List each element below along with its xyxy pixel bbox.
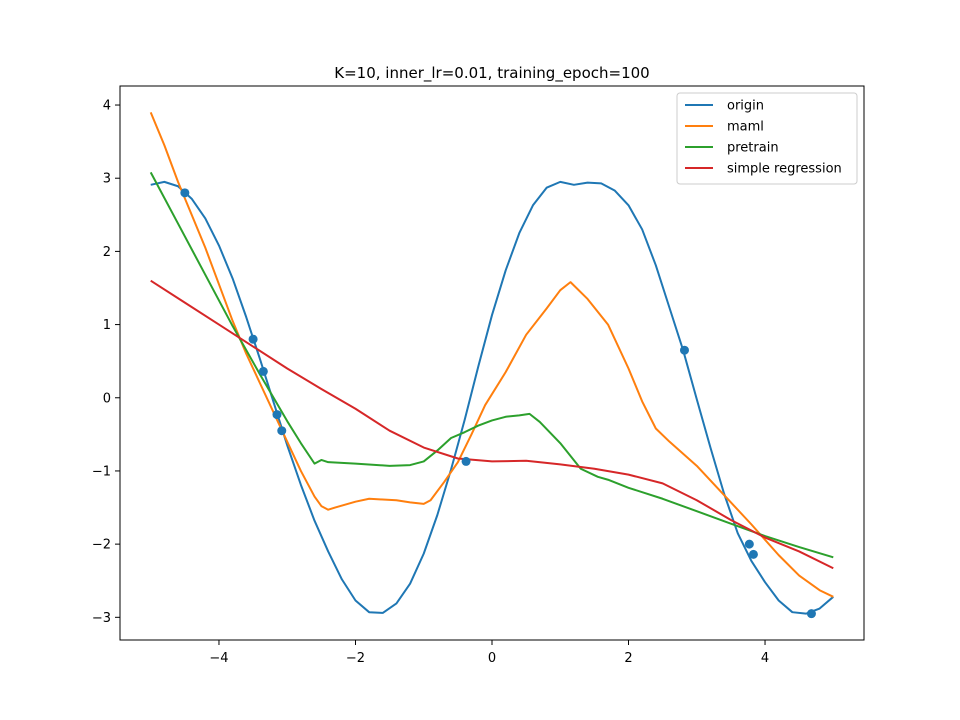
sample-point bbox=[258, 366, 268, 376]
sample-point bbox=[180, 188, 190, 198]
y-tick-label: −1 bbox=[92, 464, 111, 479]
legend-label: origin bbox=[727, 99, 764, 114]
sample-point bbox=[806, 609, 816, 619]
legend-box bbox=[676, 92, 858, 185]
series-line-maml bbox=[149, 111, 834, 598]
sample-point bbox=[277, 426, 287, 436]
y-tick-label: 1 bbox=[103, 318, 111, 333]
y-tick-label: −2 bbox=[92, 538, 111, 553]
y-tick-label: −3 bbox=[92, 611, 111, 626]
scatter-points bbox=[180, 188, 816, 619]
legend-label: simple regression bbox=[727, 162, 842, 177]
x-axis: −4 −2 0 2 4 bbox=[209, 640, 769, 666]
x-tick-label: −2 bbox=[346, 651, 365, 666]
series-line-simple-regression bbox=[150, 279, 834, 570]
sample-point bbox=[679, 345, 689, 355]
legend: origin maml pretrain simple regression bbox=[676, 92, 858, 185]
y-axis: −3 −2 −1 0 1 2 3 4 bbox=[92, 99, 120, 626]
x-tick-label: 4 bbox=[761, 651, 769, 666]
sample-point bbox=[748, 549, 758, 559]
sample-point bbox=[248, 334, 258, 344]
legend-label: maml bbox=[727, 120, 764, 135]
sample-point bbox=[272, 410, 282, 420]
series-line-pretrain bbox=[149, 171, 834, 559]
y-tick-label: 4 bbox=[103, 99, 111, 114]
x-tick-label: 2 bbox=[624, 651, 632, 666]
x-tick-label: −4 bbox=[209, 651, 228, 666]
sample-point bbox=[744, 539, 754, 549]
y-tick-label: 3 bbox=[103, 172, 111, 187]
y-tick-label: 0 bbox=[103, 391, 111, 406]
y-tick-label: 2 bbox=[103, 245, 111, 260]
legend-label: pretrain bbox=[727, 141, 779, 156]
chart-title: K=10, inner_lr=0.01, training_epoch=100 bbox=[334, 64, 649, 83]
sample-point bbox=[461, 456, 471, 466]
x-tick-label: 0 bbox=[488, 651, 496, 666]
